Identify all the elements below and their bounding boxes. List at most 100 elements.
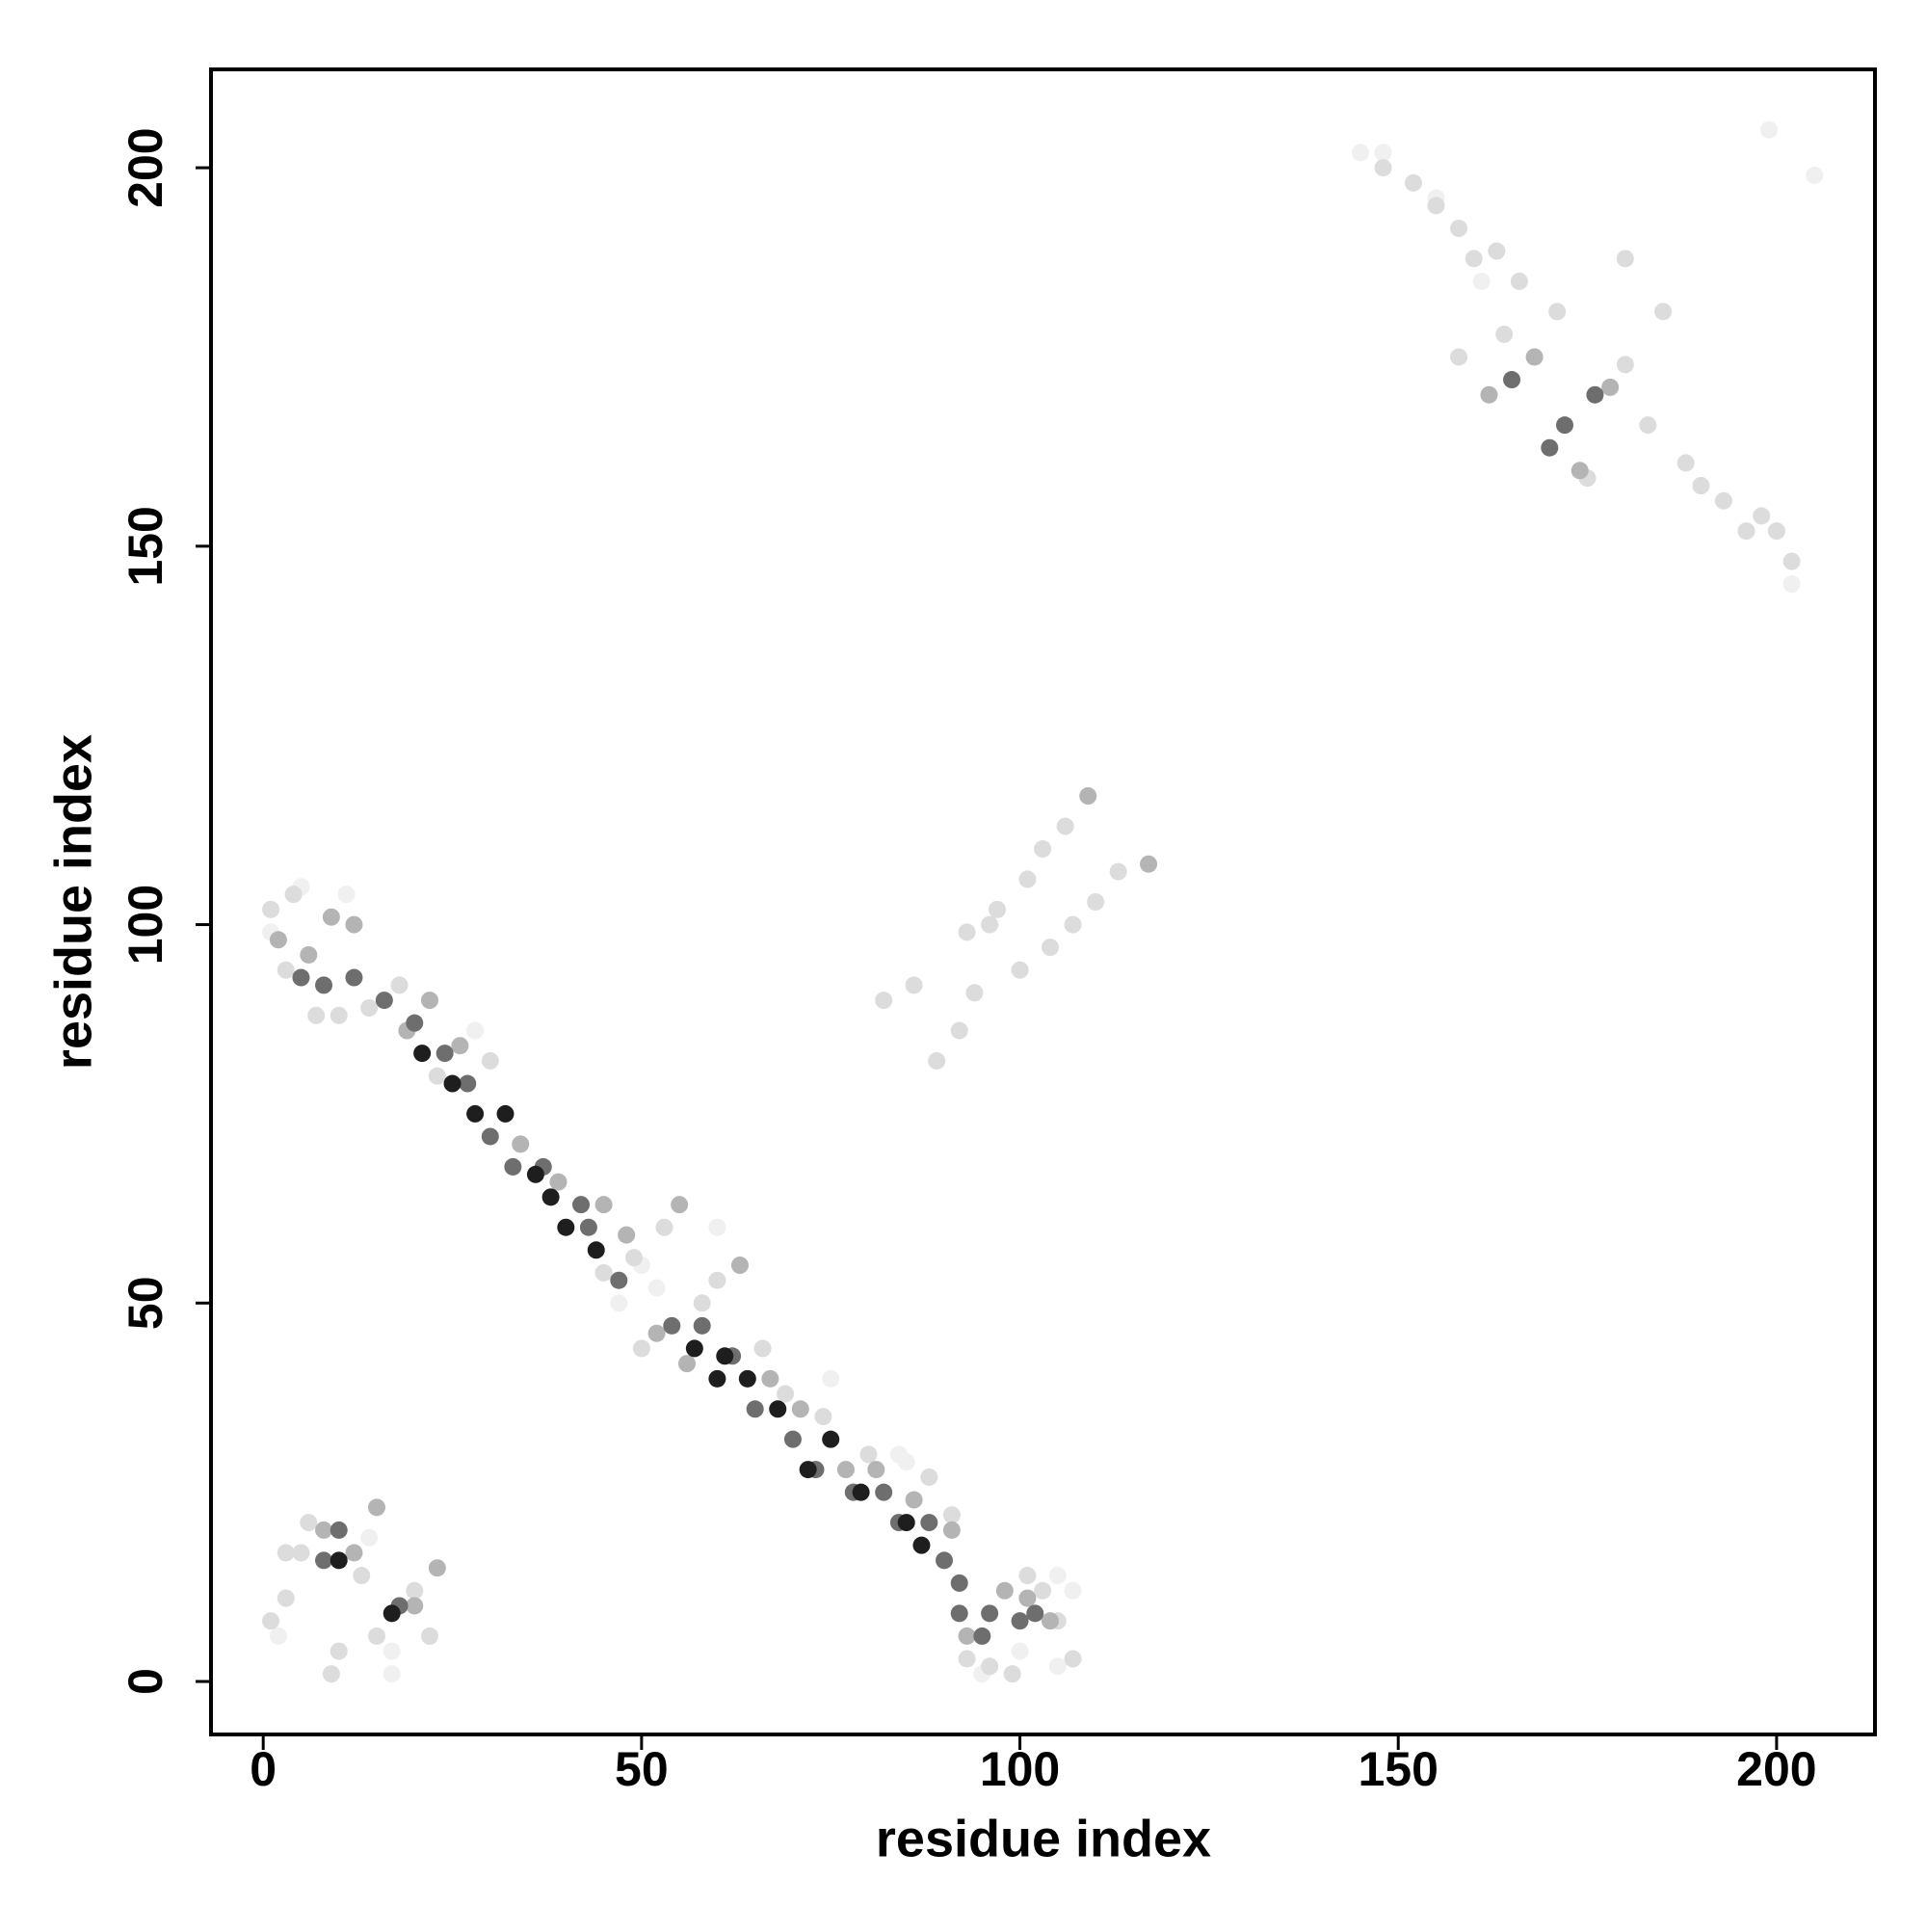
contact-point bbox=[1064, 1581, 1082, 1600]
contact-point bbox=[443, 1074, 462, 1093]
contact-point bbox=[1503, 371, 1521, 389]
contact-point bbox=[1018, 1567, 1037, 1585]
contact-point bbox=[1034, 840, 1052, 859]
contact-point bbox=[867, 1461, 885, 1479]
contact-point bbox=[315, 1521, 333, 1539]
contact-point bbox=[950, 1021, 968, 1040]
contact-point bbox=[345, 915, 363, 934]
contact-point bbox=[799, 1461, 817, 1479]
contact-point bbox=[655, 1218, 673, 1236]
contact-point bbox=[1760, 120, 1779, 139]
contact-point bbox=[1510, 272, 1528, 290]
contact-point bbox=[1556, 416, 1574, 435]
contact-point bbox=[360, 1528, 379, 1547]
contact-point bbox=[618, 1226, 636, 1244]
contact-point bbox=[322, 1665, 340, 1683]
contact-point bbox=[859, 1445, 878, 1464]
contact-point bbox=[958, 1627, 976, 1645]
contact-point bbox=[1064, 915, 1082, 934]
contact-point bbox=[277, 1589, 295, 1607]
contact-point bbox=[1018, 870, 1037, 888]
contact-point bbox=[920, 1514, 938, 1532]
contact-point bbox=[375, 992, 393, 1010]
contact-point bbox=[708, 1369, 726, 1388]
contact-point bbox=[1782, 552, 1801, 570]
contact-point bbox=[769, 1400, 787, 1418]
contact-point bbox=[579, 1218, 597, 1236]
contact-point bbox=[988, 900, 1006, 918]
contact-point bbox=[526, 1165, 544, 1183]
contact-point bbox=[822, 1369, 840, 1388]
contact-point bbox=[269, 931, 287, 949]
contact-point bbox=[428, 1559, 446, 1577]
contact-point bbox=[587, 1241, 605, 1259]
x-tick-label: 0 bbox=[250, 1742, 277, 1796]
contact-point bbox=[504, 1157, 522, 1176]
contact-point bbox=[912, 1536, 931, 1554]
contact-point bbox=[1450, 348, 1468, 366]
contact-point bbox=[852, 1483, 870, 1501]
contact-point bbox=[1480, 385, 1498, 404]
contact-point bbox=[1011, 1612, 1029, 1630]
contact-point bbox=[345, 1544, 363, 1562]
contact-point bbox=[822, 1430, 840, 1448]
contact-point bbox=[1601, 378, 1620, 396]
contact-point bbox=[512, 1135, 530, 1153]
contact-point bbox=[716, 1347, 734, 1365]
contact-point bbox=[1616, 250, 1634, 268]
contact-point bbox=[1026, 1604, 1044, 1623]
contact-point bbox=[897, 1453, 915, 1471]
contact-point bbox=[905, 976, 923, 994]
contact-point bbox=[671, 1196, 689, 1214]
contact-point bbox=[1767, 522, 1785, 541]
contact-point bbox=[647, 1324, 666, 1342]
contact-point bbox=[625, 1249, 644, 1267]
contact-point bbox=[330, 1642, 348, 1660]
contact-point bbox=[920, 1468, 938, 1486]
contact-point bbox=[1087, 893, 1105, 911]
contact-point bbox=[1011, 1642, 1029, 1660]
contact-point bbox=[905, 1491, 923, 1509]
contact-point bbox=[738, 1369, 756, 1388]
contact-point bbox=[1018, 1589, 1037, 1607]
x-tick-label: 150 bbox=[1359, 1742, 1439, 1796]
contact-point bbox=[1472, 272, 1491, 290]
contact-point bbox=[1109, 862, 1127, 881]
contact-point bbox=[262, 1612, 280, 1630]
contact-point bbox=[1427, 197, 1445, 215]
contact-point bbox=[677, 1355, 696, 1373]
contact-point bbox=[428, 1067, 446, 1085]
contact-point bbox=[777, 1385, 795, 1403]
contact-point bbox=[383, 1604, 401, 1623]
contact-point bbox=[353, 1567, 371, 1585]
contact-point bbox=[663, 1316, 681, 1335]
contact-point bbox=[390, 976, 409, 994]
contact-point bbox=[1548, 303, 1567, 321]
contact-point bbox=[337, 886, 356, 904]
contact-point bbox=[746, 1400, 764, 1418]
plot-frame bbox=[209, 67, 1877, 1736]
y-axis-title: residue index bbox=[44, 734, 102, 1070]
contact-point bbox=[277, 961, 295, 979]
x-axis-title: residue index bbox=[876, 1810, 1211, 1867]
contact-point bbox=[1374, 159, 1392, 177]
contact-point bbox=[1450, 219, 1468, 237]
contact-point bbox=[1639, 416, 1657, 435]
contact-point bbox=[942, 1506, 961, 1524]
contact-point bbox=[292, 1544, 310, 1562]
contact-point bbox=[693, 1294, 711, 1312]
contact-point bbox=[406, 1597, 424, 1615]
contact-point bbox=[269, 1627, 287, 1645]
contact-point bbox=[307, 1006, 326, 1024]
contact-point bbox=[1571, 462, 1589, 480]
contact-point bbox=[1064, 1650, 1082, 1668]
contact-point bbox=[262, 900, 280, 918]
contact-point bbox=[406, 1014, 424, 1032]
contact-point bbox=[594, 1263, 613, 1282]
contact-point bbox=[300, 1514, 318, 1532]
contact-point bbox=[466, 1104, 485, 1123]
contact-point bbox=[950, 1574, 968, 1592]
contact-point bbox=[1737, 522, 1755, 541]
contact-point bbox=[1692, 477, 1710, 494]
contact-point bbox=[345, 968, 363, 987]
